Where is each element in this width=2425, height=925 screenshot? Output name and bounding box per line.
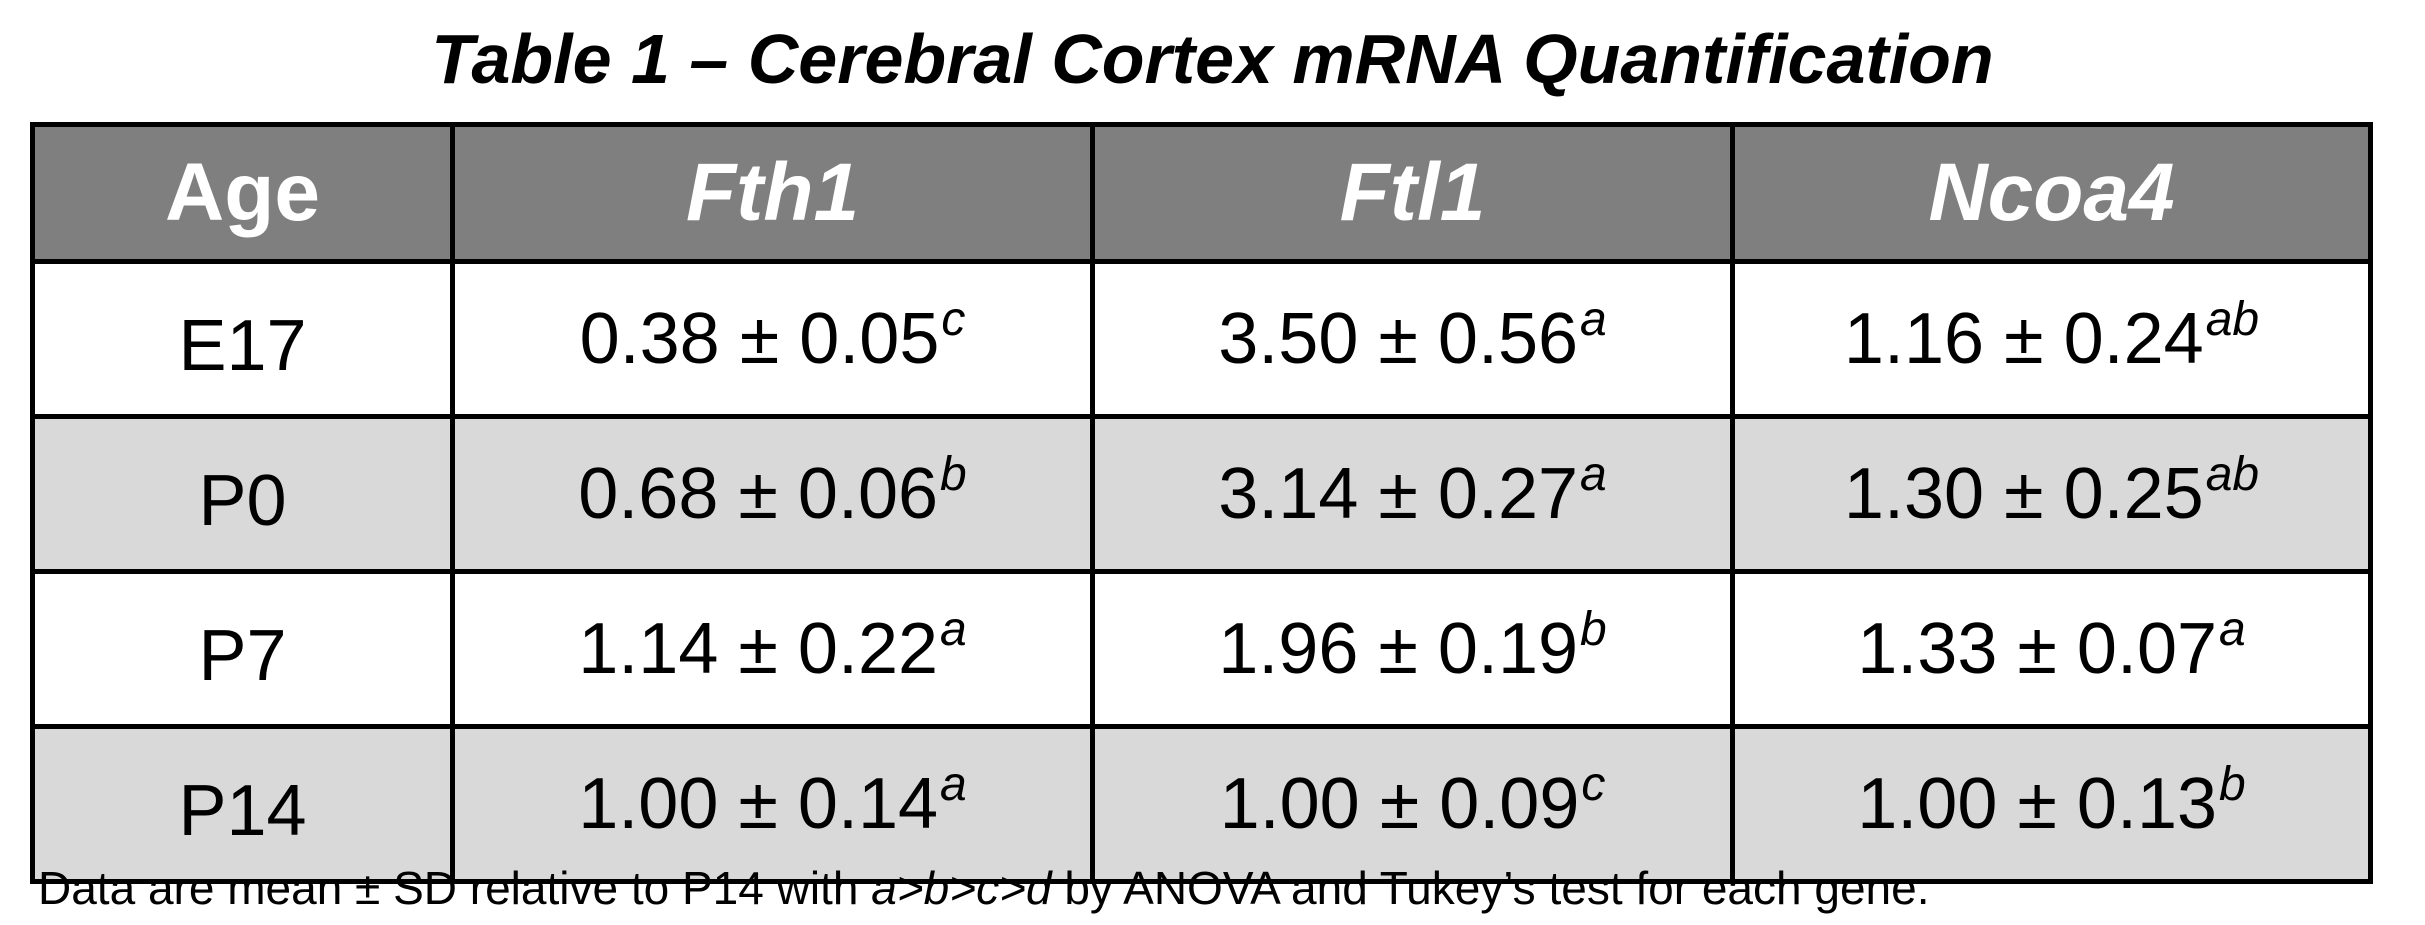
fth1-cell: 0.68 ± 0.06b <box>450 414 1095 574</box>
fth1-cell: 0.38 ± 0.05c <box>450 259 1095 419</box>
cell-value: 1.00 ± 0.09 <box>1219 764 1580 844</box>
footnote-significance-order: a>b>c>d <box>871 862 1052 914</box>
age-cell: P0 <box>30 414 455 574</box>
table-title: Table 1 – Cerebral Cortex mRNA Quantific… <box>431 20 1994 98</box>
significance-letter: b <box>940 448 967 501</box>
significance-letter: c <box>941 293 966 346</box>
table-footnote: Data are mean ± SD relative to P14 with … <box>38 858 1929 918</box>
cell-value: 1.16 ± 0.24 <box>1843 299 2204 379</box>
ftl1-cell: 1.96 ± 0.19b <box>1090 569 1735 729</box>
table-row: P14 1.00 ± 0.14a 1.00 ± 0.09c 1.00 ± 0.1… <box>30 724 2373 884</box>
cell-value: 1.00 ± 0.14 <box>578 764 939 844</box>
cell-value: 1.14 ± 0.22 <box>578 609 939 689</box>
ncoa4-cell: 1.16 ± 0.24ab <box>1730 259 2373 419</box>
table-row: E17 0.38 ± 0.05c 3.50 ± 0.56a 1.16 ± 0.2… <box>30 259 2373 419</box>
ftl1-cell: 3.50 ± 0.56a <box>1090 259 1735 419</box>
age-cell: E17 <box>30 259 455 419</box>
significance-letter: a <box>940 758 967 811</box>
significance-letter: b <box>2219 758 2246 811</box>
cell-value: 0.68 ± 0.06 <box>578 454 939 534</box>
significance-letter: a <box>1580 448 1607 501</box>
ncoa4-cell: 1.00 ± 0.13b <box>1730 724 2373 884</box>
significance-letter: a <box>2219 603 2246 656</box>
ftl1-cell: 3.14 ± 0.27a <box>1090 414 1735 574</box>
cell-value: 1.00 ± 0.13 <box>1857 764 2218 844</box>
table-row: P0 0.68 ± 0.06b 3.14 ± 0.27a 1.30 ± 0.25… <box>30 414 2373 574</box>
significance-letter: b <box>1580 603 1607 656</box>
cell-value: 3.50 ± 0.56 <box>1218 299 1579 379</box>
ftl1-cell: 1.00 ± 0.09c <box>1090 724 1735 884</box>
significance-letter: ab <box>2205 293 2260 346</box>
fth1-cell: 1.14 ± 0.22a <box>450 569 1095 729</box>
ncoa4-cell: 1.30 ± 0.25ab <box>1730 414 2373 574</box>
column-header-age: Age <box>30 122 455 264</box>
cell-value: 0.38 ± 0.05 <box>579 299 940 379</box>
column-header-fth1: Fth1 <box>450 122 1095 264</box>
table-row: P7 1.14 ± 0.22a 1.96 ± 0.19b 1.33 ± 0.07… <box>30 569 2373 729</box>
column-header-ncoa4: Ncoa4 <box>1730 122 2373 264</box>
footnote-text-after: by ANOVA and Tukey’s test for each gene. <box>1051 862 1930 914</box>
significance-letter: c <box>1581 758 1606 811</box>
cell-value: 1.33 ± 0.07 <box>1857 609 2218 689</box>
header-row: Age Fth1 Ftl1 Ncoa4 <box>30 122 2373 264</box>
age-cell: P7 <box>30 569 455 729</box>
age-cell: P14 <box>30 724 455 884</box>
ncoa4-cell: 1.33 ± 0.07a <box>1730 569 2373 729</box>
column-header-ftl1: Ftl1 <box>1090 122 1735 264</box>
footnote-text-before: Data are mean ± SD relative to P14 with <box>38 862 872 914</box>
cell-value: 3.14 ± 0.27 <box>1218 454 1579 534</box>
data-table: Age Fth1 Ftl1 Ncoa4 E17 0.38 ± 0.05c 3.5… <box>30 122 2373 884</box>
cell-value: 1.96 ± 0.19 <box>1218 609 1579 689</box>
significance-letter: a <box>940 603 967 656</box>
cell-value: 1.30 ± 0.25 <box>1843 454 2204 534</box>
fth1-cell: 1.00 ± 0.14a <box>450 724 1095 884</box>
significance-letter: a <box>1580 293 1607 346</box>
significance-letter: ab <box>2205 448 2260 501</box>
